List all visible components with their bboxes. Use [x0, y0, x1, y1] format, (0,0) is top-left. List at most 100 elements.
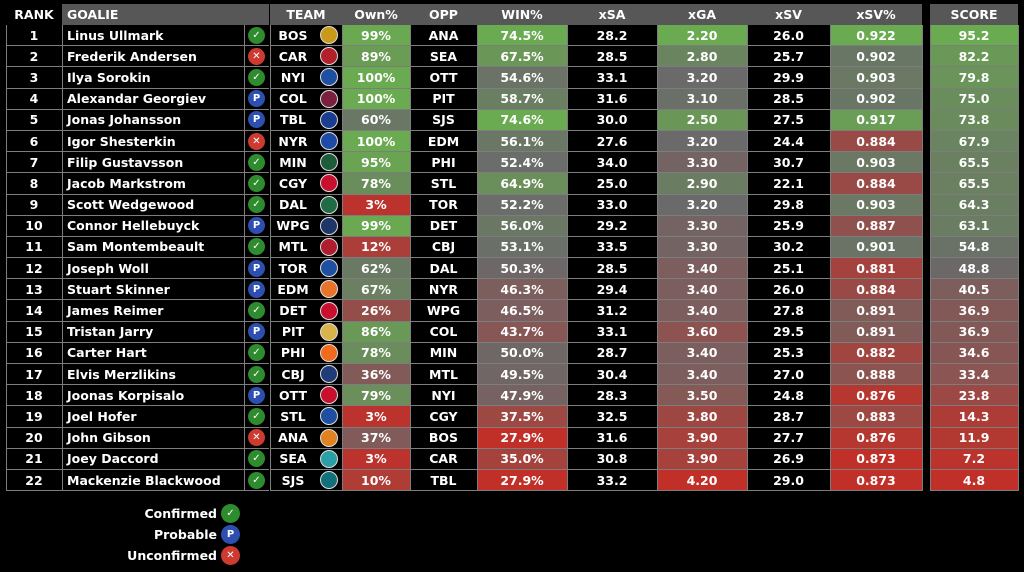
opp-cell: COL: [410, 322, 477, 343]
score-cell: 95.2: [930, 25, 1018, 46]
team-logo-cell: [316, 195, 342, 216]
unconfirmed-status-icon: ✕: [248, 133, 265, 150]
own-cell: 3%: [342, 406, 410, 427]
table-row[interactable]: 2 Frederik Andersen ✕ CAR 89% SEA 67.5% 28.5 2.8…: [0, 46, 1024, 67]
xsvpct-cell: 0.891: [830, 300, 922, 321]
xsvpct-cell: 0.881: [830, 258, 922, 279]
xga-cell: 2.20: [657, 25, 747, 46]
rank-cell: 21: [6, 449, 62, 470]
team-cell: CGY: [270, 173, 316, 194]
own-cell: 12%: [342, 237, 410, 258]
column-divider: [62, 25, 63, 491]
header-own: Own%: [342, 4, 410, 25]
goalie-cell: Scott Wedgewood: [62, 195, 244, 216]
status-cell: P: [244, 89, 269, 110]
header-opp: OPP: [410, 4, 477, 25]
table-row[interactable]: 12 Joseph Woll P TOR 62% DAL 50.3% 28.5 3.40 25.1…: [0, 258, 1024, 279]
goalie-cell: James Reimer: [62, 300, 244, 321]
table-row[interactable]: 9 Scott Wedgewood ✓ DAL 3% TOR 52.2% 33.0 3.20 29…: [0, 195, 1024, 216]
score-cell: 82.2: [930, 46, 1018, 67]
opp-cell: SEA: [410, 46, 477, 67]
rank-cell: 20: [6, 428, 62, 449]
confirmed-status-icon: ✓: [221, 504, 240, 523]
red-wings-logo-icon: [320, 302, 338, 320]
xga-cell: 3.40: [657, 364, 747, 385]
xsv-cell: 24.8: [747, 385, 830, 406]
rank-cell: 4: [6, 89, 62, 110]
table-row[interactable]: 19 Joel Hofer ✓ STL 3% CGY 37.5% 32.5 3.80 28.7 0.…: [0, 406, 1024, 427]
table-row[interactable]: 20 John Gibson ✕ ANA 37% BOS 27.9% 31.6 3.90 27.7…: [0, 428, 1024, 449]
table-row[interactable]: 3 Ilya Sorokin ✓ NYI 100% OTT 54.6% 33.1 3.20 29.…: [0, 67, 1024, 88]
table-row[interactable]: 14 James Reimer ✓ DET 26% WPG 46.5% 31.2 3.40 27.…: [0, 300, 1024, 321]
goalie-cell: Joel Hofer: [62, 406, 244, 427]
jets-logo-icon: [320, 217, 338, 235]
status-cell: ✕: [244, 428, 269, 449]
xsa-cell: 34.0: [567, 152, 657, 173]
team-logo-cell: [316, 279, 342, 300]
table-row[interactable]: 15 Tristan Jarry P PIT 86% COL 43.7% 33.1 3.60 29…: [0, 322, 1024, 343]
table-row[interactable]: 7 Filip Gustavsson ✓ MIN 95% PHI 52.4% 34.0 3.30…: [0, 152, 1024, 173]
legend-label: Confirmed: [144, 506, 217, 521]
kraken-logo-icon: [320, 450, 338, 468]
table-row[interactable]: 6 Igor Shesterkin ✕ NYR 100% EDM 56.1% 27.6 3.20…: [0, 131, 1024, 152]
flames-logo-icon: [320, 174, 338, 192]
table-row[interactable]: 18 Joonas Korpisalo P OTT 79% NYI 47.9% 28.3 3.5…: [0, 385, 1024, 406]
score-cell: 14.3: [930, 406, 1018, 427]
confirmed-status-icon: ✓: [248, 302, 265, 319]
xsvpct-cell: 0.901: [830, 237, 922, 258]
xsa-cell: 28.5: [567, 258, 657, 279]
score-cell: 63.1: [930, 216, 1018, 237]
xsvpct-cell: 0.883: [830, 406, 922, 427]
column-divider: [270, 25, 271, 491]
legend-label: Probable: [154, 527, 217, 542]
table-row[interactable]: 1 Linus Ullmark ✓ BOS 99% ANA 74.5% 28.2 2.20 26.…: [0, 25, 1024, 46]
senators-logo-icon: [320, 386, 338, 404]
xsv-cell: 29.9: [747, 67, 830, 88]
legend-label: Unconfirmed: [127, 548, 217, 563]
win-cell: 56.1%: [477, 131, 567, 152]
xsvpct-cell: 0.902: [830, 89, 922, 110]
goalie-cell: Frederik Andersen: [62, 46, 244, 67]
xsvpct-cell: 0.876: [830, 385, 922, 406]
team-logo-cell: [316, 131, 342, 152]
status-cell: ✓: [244, 173, 269, 194]
goalie-cell: Filip Gustavsson: [62, 152, 244, 173]
xga-cell: 2.50: [657, 110, 747, 131]
score-cell: 64.3: [930, 195, 1018, 216]
table-row[interactable]: 10 Connor Hellebuyck P WPG 99% DET 56.0% 29.2 3.…: [0, 216, 1024, 237]
team-logo-cell: [316, 385, 342, 406]
column-divider: [922, 25, 923, 491]
table-row[interactable]: 16 Carter Hart ✓ PHI 78% MIN 50.0% 28.7 3.40 25.3…: [0, 343, 1024, 364]
opp-cell: DET: [410, 216, 477, 237]
xga-cell: 3.20: [657, 67, 747, 88]
status-cell: ✓: [244, 364, 269, 385]
goalie-cell: Connor Hellebuyck: [62, 216, 244, 237]
opp-cell: MTL: [410, 364, 477, 385]
score-cell: 36.9: [930, 300, 1018, 321]
goalie-cell: Joey Daccord: [62, 449, 244, 470]
table-row[interactable]: 4 Alexandar Georgiev P COL 100% PIT 58.7% 31.6 3…: [0, 89, 1024, 110]
table-row[interactable]: 17 Elvis Merzlikins ✓ CBJ 36% MTL 49.5% 30.4 3.4…: [0, 364, 1024, 385]
status-cell: P: [244, 258, 269, 279]
team-logo-cell: [316, 300, 342, 321]
confirmed-status-icon: ✓: [248, 196, 265, 213]
opp-cell: MIN: [410, 343, 477, 364]
own-cell: 99%: [342, 216, 410, 237]
column-divider: [567, 25, 568, 491]
table-row[interactable]: 13 Stuart Skinner P EDM 67% NYR 46.3% 29.4 3.40 2…: [0, 279, 1024, 300]
table-row[interactable]: 11 Sam Montembeault ✓ MTL 12% CBJ 53.1% 33.5 3.3…: [0, 237, 1024, 258]
unconfirmed-status-icon: ✕: [248, 48, 265, 65]
score-cell: 65.5: [930, 173, 1018, 194]
table-row[interactable]: 21 Joey Daccord ✓ SEA 3% CAR 35.0% 30.8 3.90 26.9…: [0, 449, 1024, 470]
xsa-cell: 29.2: [567, 216, 657, 237]
table-row[interactable]: 22 Mackenzie Blackwood ✓ SJS 10% TBL 27.9% 33.2…: [0, 470, 1024, 491]
xsvpct-cell: 0.903: [830, 67, 922, 88]
xga-cell: 4.20: [657, 470, 747, 491]
table-row[interactable]: 8 Jacob Markstrom ✓ CGY 78% STL 64.9% 25.0 2.90 2…: [0, 173, 1024, 194]
bruins-logo-icon: [320, 26, 338, 44]
table-row[interactable]: 5 Jonas Johansson P TBL 60% SJS 74.6% 30.0 2.50 2…: [0, 110, 1024, 131]
own-cell: 3%: [342, 195, 410, 216]
opp-cell: NYI: [410, 385, 477, 406]
team-logo-cell: [316, 343, 342, 364]
goalie-cell: Joonas Korpisalo: [62, 385, 244, 406]
